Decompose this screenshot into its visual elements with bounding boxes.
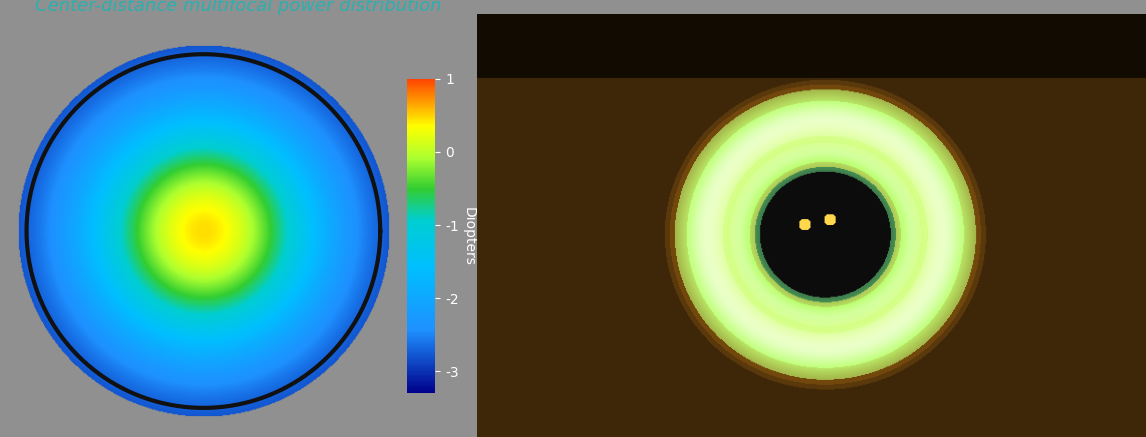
Y-axis label: Diopters: Diopters [462,207,476,265]
Title: Center-distance multifocal power distribution: Center-distance multifocal power distrib… [36,0,442,15]
